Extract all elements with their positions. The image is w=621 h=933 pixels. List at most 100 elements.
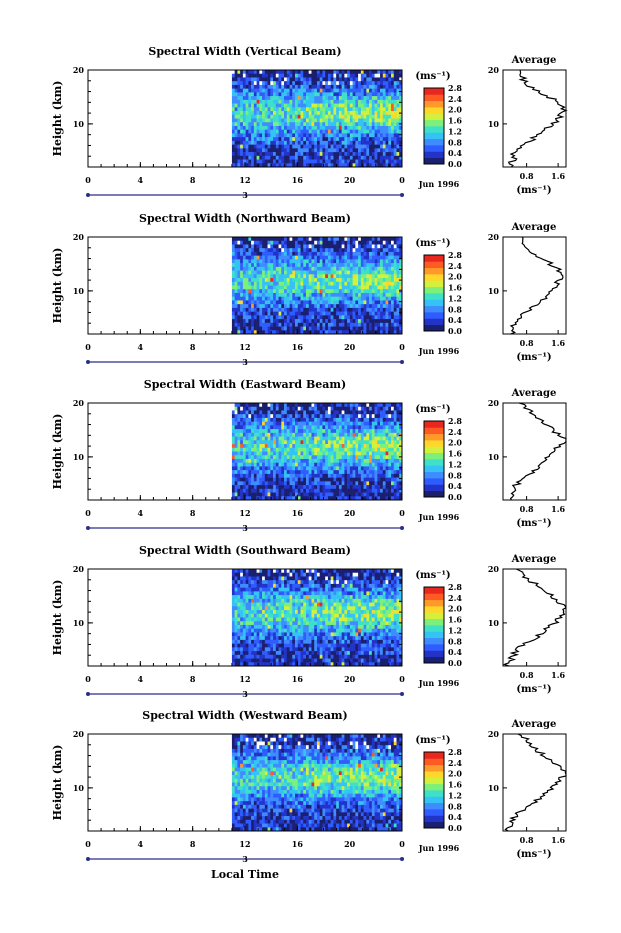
panel-2-heatmap-cell bbox=[301, 300, 304, 304]
panel-1-heatmap-cell bbox=[273, 115, 276, 119]
panel-2-heatmap-cell bbox=[254, 327, 257, 331]
panel-1-heatmap-cell bbox=[394, 77, 397, 81]
panel-1-heatmap-cell bbox=[391, 152, 394, 156]
panel-1-heatmap-cell bbox=[339, 119, 342, 123]
panel-2-heatmap-cell bbox=[287, 327, 290, 331]
panel-2-heatmap-cell bbox=[331, 289, 334, 293]
panel-3-heatmap-cell bbox=[358, 418, 361, 422]
panel-1-heatmap-cell bbox=[344, 130, 347, 134]
panel-2-heatmap-cell bbox=[391, 297, 394, 301]
panel-3-heatmap-cell bbox=[246, 425, 249, 429]
panel-2-heatmap-cell bbox=[377, 278, 380, 282]
panel-3-heatmap-cell bbox=[394, 459, 397, 463]
panel-1-heatmap-cell bbox=[358, 122, 361, 126]
panel-2-heatmap-cell bbox=[333, 293, 336, 297]
panel-1-heatmap-cell bbox=[306, 107, 309, 111]
panel-2-heatmap-cell bbox=[386, 312, 389, 316]
panel-2-heatmap-cell bbox=[366, 274, 369, 278]
panel-1-heatmap-cell bbox=[235, 111, 238, 115]
panel-2-heatmap-cell bbox=[377, 293, 380, 297]
panel-3-heatmap-cell bbox=[301, 437, 304, 441]
panel-1-heatmap-cell bbox=[397, 81, 400, 85]
panel-2-heatmap-cell bbox=[358, 274, 361, 278]
panel-3-heatmap-cell bbox=[366, 463, 369, 467]
panel-1-heatmap-cell bbox=[388, 92, 391, 96]
panel-1-heatmap-cell bbox=[386, 160, 389, 164]
panel-2-heatmap-cell bbox=[342, 241, 345, 245]
panel-2-heatmap-cell bbox=[386, 252, 389, 256]
panel-3-heatmap-cell bbox=[317, 493, 320, 497]
panel-3-heatmap-cell bbox=[309, 470, 312, 474]
panel-1-heatmap-cell bbox=[347, 89, 350, 93]
panel-3-heatmap-cell bbox=[273, 448, 276, 452]
panel-3-heatmap-cell bbox=[361, 463, 364, 467]
panel-3-heatmap-cell bbox=[358, 470, 361, 474]
panel-3-heatmap-cell bbox=[397, 429, 400, 433]
panel-2-heatmap-cell bbox=[240, 248, 243, 252]
panel-2-heatmap-cell bbox=[328, 241, 331, 245]
panel-2-heatmap-cell bbox=[331, 312, 334, 316]
panel-2-heatmap-cell bbox=[246, 308, 249, 312]
panel-2-colorbar-tick-label: 2.0 bbox=[448, 272, 462, 282]
panel-3-heatmap-cell bbox=[262, 410, 265, 414]
panel-2-heatmap-cell bbox=[317, 315, 320, 319]
panel-1-heatmap-cell bbox=[350, 107, 353, 111]
panel-2-heatmap-cell bbox=[254, 300, 257, 304]
panel-2-heatmap-cell bbox=[292, 289, 295, 293]
panel-1-heatmap-cell bbox=[342, 137, 345, 141]
panel-1-heatmap-cell bbox=[347, 77, 350, 81]
panel-3-heatmap-cell bbox=[331, 410, 334, 414]
panel-1-heatmap-cell bbox=[328, 92, 331, 96]
panel-1-heatmap-cell bbox=[240, 70, 243, 74]
panel-3-heatmap-cell bbox=[364, 407, 367, 411]
panel-1-heatmap-cell bbox=[325, 122, 328, 126]
panel-2-heatmap-cell bbox=[383, 312, 386, 316]
panel-1-heatmap-cell bbox=[273, 85, 276, 89]
panel-3-heatmap-cell bbox=[388, 463, 391, 467]
panel-1-heatmap-cell bbox=[309, 96, 312, 100]
panel-3-heatmap-cell bbox=[262, 418, 265, 422]
panel-1-heatmap-cell bbox=[339, 130, 342, 134]
panel-2-heatmap-cell bbox=[366, 315, 369, 319]
panel-1-heatmap-cell bbox=[248, 148, 251, 152]
panel-3-heatmap-cell bbox=[394, 455, 397, 459]
panel-2-heatmap-cell bbox=[344, 256, 347, 260]
panel-3-heatmap-cell bbox=[333, 440, 336, 444]
panel-3-heatmap-cell bbox=[383, 463, 386, 467]
panel-3-heatmap-cell bbox=[366, 410, 369, 414]
panel-1-heatmap-cell bbox=[339, 141, 342, 145]
panel-3-heatmap-cell bbox=[386, 437, 389, 441]
panel-2-heatmap-cell bbox=[358, 256, 361, 260]
panel-3-heatmap-cell bbox=[246, 414, 249, 418]
panel-1-heatmap-cell bbox=[375, 111, 378, 115]
panel-2-heatmap-cell bbox=[259, 327, 262, 331]
panel-1-heatmap-cell bbox=[358, 81, 361, 85]
panel-2-heatmap-cell bbox=[331, 300, 334, 304]
panel-1-heatmap-cell bbox=[342, 145, 345, 149]
panel-1-heatmap-cell bbox=[331, 156, 334, 160]
panel-3-heatmap-cell bbox=[380, 433, 383, 437]
panel-3-heatmap-cell bbox=[342, 493, 345, 497]
panel-2-heatmap-cell bbox=[320, 263, 323, 267]
panel-3-heatmap-cell bbox=[391, 489, 394, 493]
panel-3-heatmap-cell bbox=[309, 466, 312, 470]
panel-1-heatmap-cell bbox=[309, 148, 312, 152]
panel-3-heatmap-cell bbox=[259, 466, 262, 470]
panel-2-heatmap-cell bbox=[273, 241, 276, 245]
panel-2-heatmap-cell bbox=[383, 286, 386, 290]
panel-1-heatmap-cell bbox=[350, 156, 353, 160]
panel-3-heatmap-cell bbox=[369, 493, 372, 497]
panel-2-heatmap-cell bbox=[336, 308, 339, 312]
panel-2-heatmap-cell bbox=[246, 248, 249, 252]
panel-3-heatmap-cell bbox=[350, 470, 353, 474]
panel-3-heatmap-cell bbox=[342, 470, 345, 474]
panel-1-heatmap-cell bbox=[248, 152, 251, 156]
panel-1-heatmap-cell bbox=[375, 137, 378, 141]
panel-1-heatmap-cell bbox=[287, 85, 290, 89]
panel-2-heatmap-cell bbox=[303, 252, 306, 256]
panel-2-heatmap-cell bbox=[251, 289, 254, 293]
panel-1-heatmap-cell bbox=[232, 85, 235, 89]
panel-2-heatmap-cell bbox=[262, 293, 265, 297]
panel-2-heatmap-cell bbox=[295, 312, 298, 316]
panel-1-heatmap-cell bbox=[243, 137, 246, 141]
